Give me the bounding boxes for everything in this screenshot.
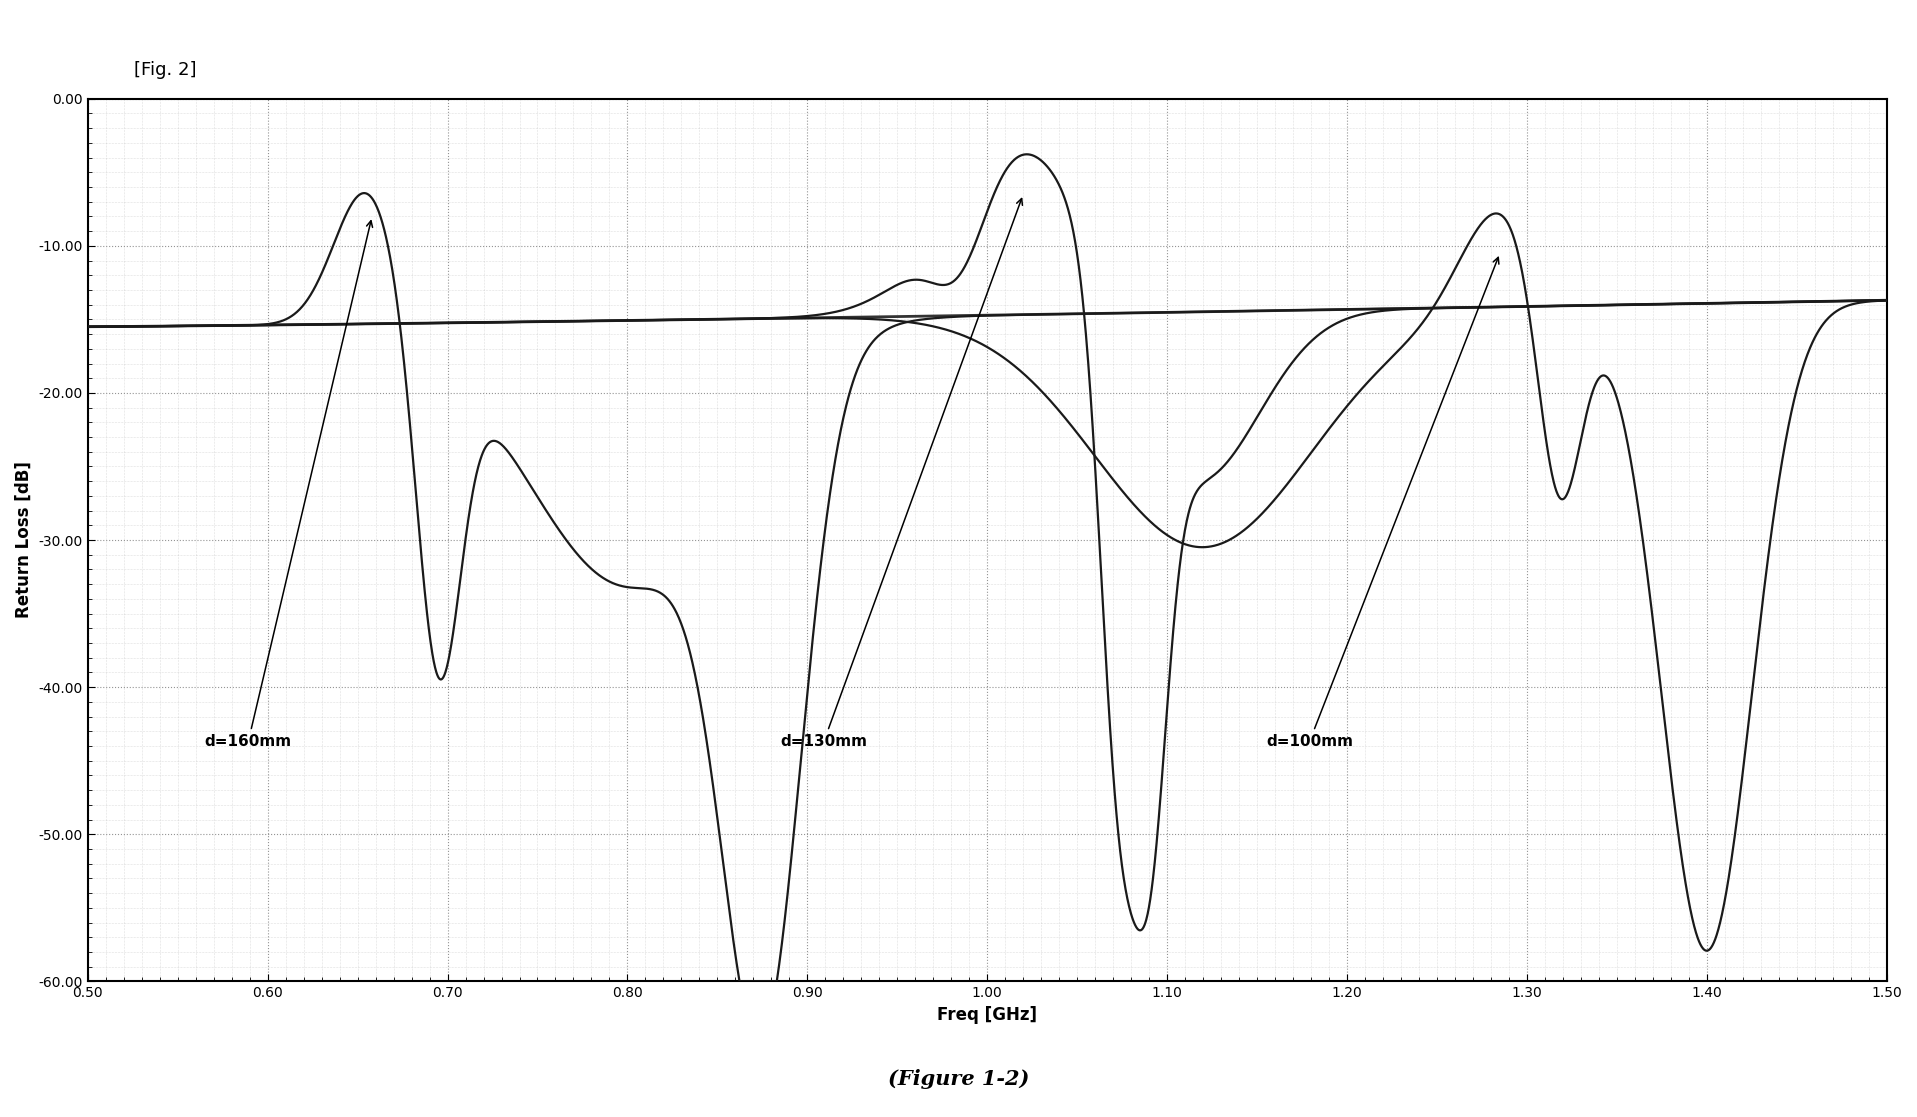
Text: (Figure 1-2): (Figure 1-2) (888, 1069, 1029, 1089)
X-axis label: Freq [GHz]: Freq [GHz] (937, 1005, 1037, 1024)
Text: d=100mm: d=100mm (1265, 257, 1499, 750)
Text: [Fig. 2]: [Fig. 2] (134, 61, 197, 79)
Y-axis label: Return Loss [dB]: Return Loss [dB] (15, 461, 33, 619)
Text: d=130mm: d=130mm (780, 199, 1022, 750)
Text: d=160mm: d=160mm (205, 221, 372, 750)
